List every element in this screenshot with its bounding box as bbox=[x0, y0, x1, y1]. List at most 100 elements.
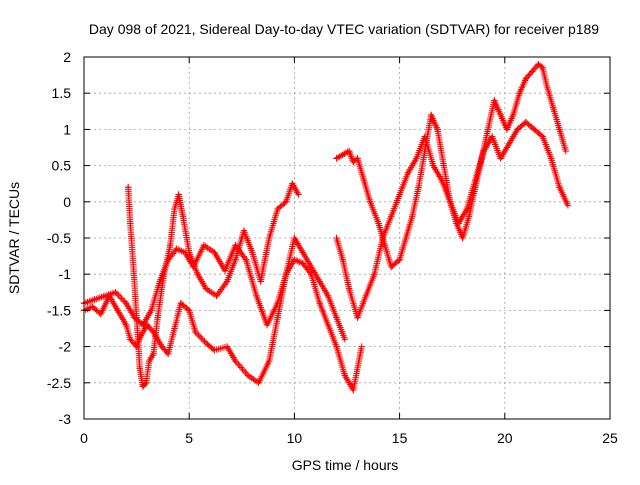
data-point bbox=[333, 234, 340, 242]
data-point bbox=[341, 372, 349, 379]
y-tick-label: 1 bbox=[63, 121, 71, 137]
data-point bbox=[539, 64, 546, 72]
data-point bbox=[255, 379, 262, 386]
y-axis-label: SDTVAR / TECUs bbox=[6, 182, 22, 294]
data-point bbox=[200, 242, 208, 249]
data-point bbox=[354, 314, 361, 321]
data-point bbox=[465, 213, 473, 220]
data-point bbox=[263, 321, 271, 329]
data-point bbox=[446, 198, 454, 205]
data-point bbox=[89, 303, 96, 310]
data-point bbox=[213, 292, 220, 300]
data-point bbox=[177, 299, 184, 307]
data-point bbox=[274, 205, 281, 213]
data-point bbox=[430, 162, 437, 169]
x-tick-label: 10 bbox=[287, 430, 303, 446]
data-point bbox=[101, 292, 109, 300]
data-point bbox=[316, 278, 323, 285]
y-tick-label: -3 bbox=[59, 411, 72, 427]
y-tick-label: 1.5 bbox=[52, 85, 72, 101]
data-point bbox=[242, 256, 250, 263]
data-point bbox=[463, 205, 471, 213]
data-point bbox=[531, 126, 538, 133]
data-point bbox=[522, 118, 530, 126]
data-point bbox=[249, 249, 256, 256]
data-point bbox=[122, 321, 130, 329]
data-point bbox=[156, 278, 163, 285]
data-point bbox=[516, 90, 523, 97]
data-point bbox=[148, 307, 155, 314]
x-axis-label: GPS time / hours bbox=[292, 457, 399, 473]
tick-layer: 0 5 10 15 20 25 -3 -2.5 -2 -1.5 -1 -0.5 0 0.5 1 1.5 2 bbox=[47, 49, 618, 446]
data-point bbox=[171, 325, 178, 332]
data-point bbox=[396, 191, 403, 198]
data-point bbox=[291, 234, 298, 242]
data-point bbox=[137, 332, 145, 339]
x-tick-label: 20 bbox=[497, 430, 513, 446]
data-point bbox=[415, 184, 422, 191]
data-point bbox=[194, 271, 201, 278]
data-point bbox=[240, 227, 248, 234]
data-point bbox=[175, 191, 182, 198]
data-point bbox=[375, 220, 382, 227]
data-point bbox=[244, 372, 252, 379]
data-point bbox=[539, 133, 546, 140]
data-point bbox=[514, 126, 521, 133]
y-tick-label: -0.5 bbox=[47, 230, 71, 246]
data-point bbox=[535, 61, 542, 68]
data-point bbox=[455, 220, 462, 227]
data-point bbox=[381, 242, 389, 249]
data-point bbox=[358, 343, 365, 350]
data-point bbox=[124, 184, 132, 191]
data-point bbox=[308, 271, 315, 278]
data-point bbox=[354, 155, 361, 162]
data-point bbox=[211, 249, 218, 256]
data-point bbox=[543, 82, 551, 90]
data-point bbox=[472, 176, 479, 184]
data-point bbox=[164, 350, 172, 358]
data-point bbox=[413, 155, 420, 162]
data-point bbox=[396, 256, 403, 263]
data-point bbox=[491, 97, 498, 104]
data-point bbox=[421, 133, 429, 140]
data-layer bbox=[80, 61, 572, 394]
y-tick-label: -1 bbox=[59, 266, 72, 282]
data-point bbox=[488, 133, 496, 140]
data-point bbox=[282, 271, 290, 278]
data-point bbox=[497, 155, 504, 162]
data-point bbox=[333, 314, 340, 321]
x-tick-label: 15 bbox=[392, 430, 408, 446]
y-tick-label: -2 bbox=[59, 339, 72, 355]
data-point bbox=[133, 314, 140, 321]
data-point bbox=[139, 383, 147, 390]
data-point bbox=[402, 234, 410, 242]
y-tick-label: -1.5 bbox=[47, 302, 71, 318]
data-point bbox=[130, 263, 137, 271]
series-track-d bbox=[333, 61, 570, 271]
data-point bbox=[404, 169, 412, 177]
x-tick-label: 5 bbox=[185, 430, 193, 446]
series-track-a bbox=[80, 234, 349, 386]
data-point bbox=[202, 285, 210, 292]
data-point bbox=[265, 234, 273, 242]
data-point bbox=[333, 343, 340, 350]
data-point bbox=[289, 180, 296, 187]
data-point bbox=[341, 336, 349, 343]
data-point bbox=[282, 198, 290, 205]
data-point bbox=[232, 357, 239, 365]
data-point bbox=[127, 336, 134, 343]
data-point bbox=[366, 198, 374, 205]
data-point bbox=[295, 191, 302, 198]
y-tick-label: 2 bbox=[63, 49, 71, 65]
data-point bbox=[223, 278, 231, 285]
data-point bbox=[265, 357, 273, 365]
data-point bbox=[350, 386, 357, 394]
data-point bbox=[556, 126, 563, 133]
data-point bbox=[339, 151, 346, 158]
data-point bbox=[434, 126, 441, 133]
data-point bbox=[257, 278, 264, 285]
data-point bbox=[154, 314, 161, 321]
data-point bbox=[232, 256, 239, 263]
